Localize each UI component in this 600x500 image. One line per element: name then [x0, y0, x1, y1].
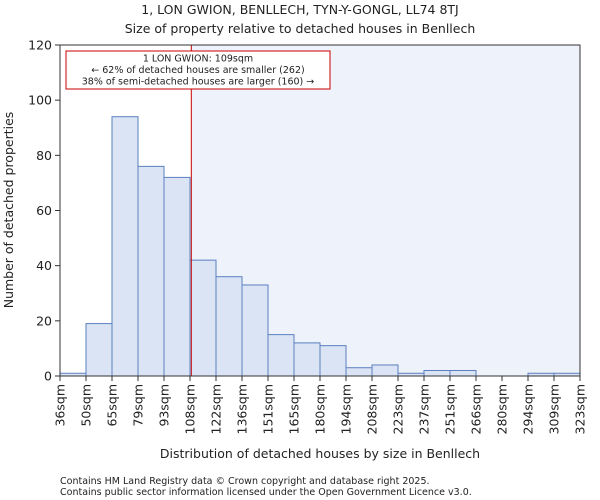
x-tick-label: 50sqm: [79, 384, 94, 427]
bar-136sqm: [241, 284, 269, 377]
chart-title: 1, LON GWION, BENLLECH, TYN-Y-GONGL, LL7…: [141, 2, 459, 17]
y-tick-label: 80: [36, 148, 52, 163]
bar-180sqm: [319, 345, 347, 377]
x-tick-label: 237sqm: [417, 384, 432, 434]
bar-208sqm: [371, 364, 399, 377]
footer-line-2: Contains public sector information licen…: [60, 487, 472, 498]
annotation-line-2: ← 62% of detached houses are smaller (26…: [91, 65, 304, 76]
y-tick-label: 100: [28, 93, 52, 108]
x-tick-label: 280sqm: [495, 384, 510, 434]
x-tick-label: 108sqm: [183, 384, 198, 434]
bars-group: [59, 116, 581, 377]
x-tick-label: 194sqm: [339, 384, 354, 434]
bar-151sqm: [267, 334, 295, 377]
x-tick-label: 165sqm: [287, 384, 302, 434]
footer-line-1: Contains HM Land Registry data © Crown c…: [60, 476, 430, 487]
bar-79sqm: [137, 165, 165, 377]
x-tick-label: 223sqm: [391, 384, 406, 434]
chart-subtitle: Size of property relative to detached ho…: [125, 21, 476, 36]
y-tick-label: 20: [36, 313, 52, 328]
x-axis-label: Distribution of detached houses by size …: [160, 446, 480, 461]
x-tick-label: 93sqm: [157, 384, 172, 427]
x-tick-label: 79sqm: [131, 384, 146, 427]
x-tick-label: 266sqm: [469, 384, 484, 434]
y-ticks: 0 20 40 60 80 100 120: [28, 38, 60, 384]
bar-50sqm: [85, 323, 113, 377]
annotation-frame: [65, 50, 331, 90]
y-tick-label: 40: [36, 258, 52, 273]
y-tick-label: 0: [44, 369, 52, 384]
x-tick-label: 180sqm: [313, 384, 328, 434]
bar-237sqm: [423, 369, 451, 377]
x-tick-label: 251sqm: [443, 384, 458, 434]
x-tick-label: 136sqm: [235, 384, 250, 434]
x-tick-label: 151sqm: [261, 384, 276, 434]
annotation-line-3: 38% of semi-detached houses are larger (…: [82, 77, 315, 88]
bar-251sqm: [449, 369, 477, 377]
x-tick-label: 65sqm: [105, 384, 120, 427]
bar-194sqm: [345, 367, 373, 377]
y-tick-label: 120: [28, 38, 52, 53]
annotation-box: 1 LON GWION: 109sqm ← 62% of detached ho…: [65, 50, 331, 90]
x-ticks: 36sqm 50sqm 65sqm 79sqm 93sqm 108sqm 122sqm 136…: [53, 376, 588, 434]
x-tick-label: 309sqm: [547, 384, 562, 434]
x-tick-label: 36sqm: [53, 384, 68, 427]
bar-122sqm: [215, 276, 243, 377]
bar-165sqm: [293, 342, 321, 377]
bar-93sqm: [163, 176, 191, 377]
x-tick-label: 294sqm: [521, 384, 536, 434]
x-tick-label: 208sqm: [365, 384, 380, 434]
x-tick-label: 323sqm: [573, 384, 588, 434]
annotation-line-1: 1 LON GWION: 109sqm: [143, 54, 253, 65]
y-axis-label: Number of detached properties: [1, 112, 16, 309]
x-tick-label: 122sqm: [209, 384, 224, 434]
y-tick-label: 60: [36, 203, 52, 218]
bar-65sqm: [111, 116, 139, 377]
bar-108sqm: [189, 259, 217, 377]
